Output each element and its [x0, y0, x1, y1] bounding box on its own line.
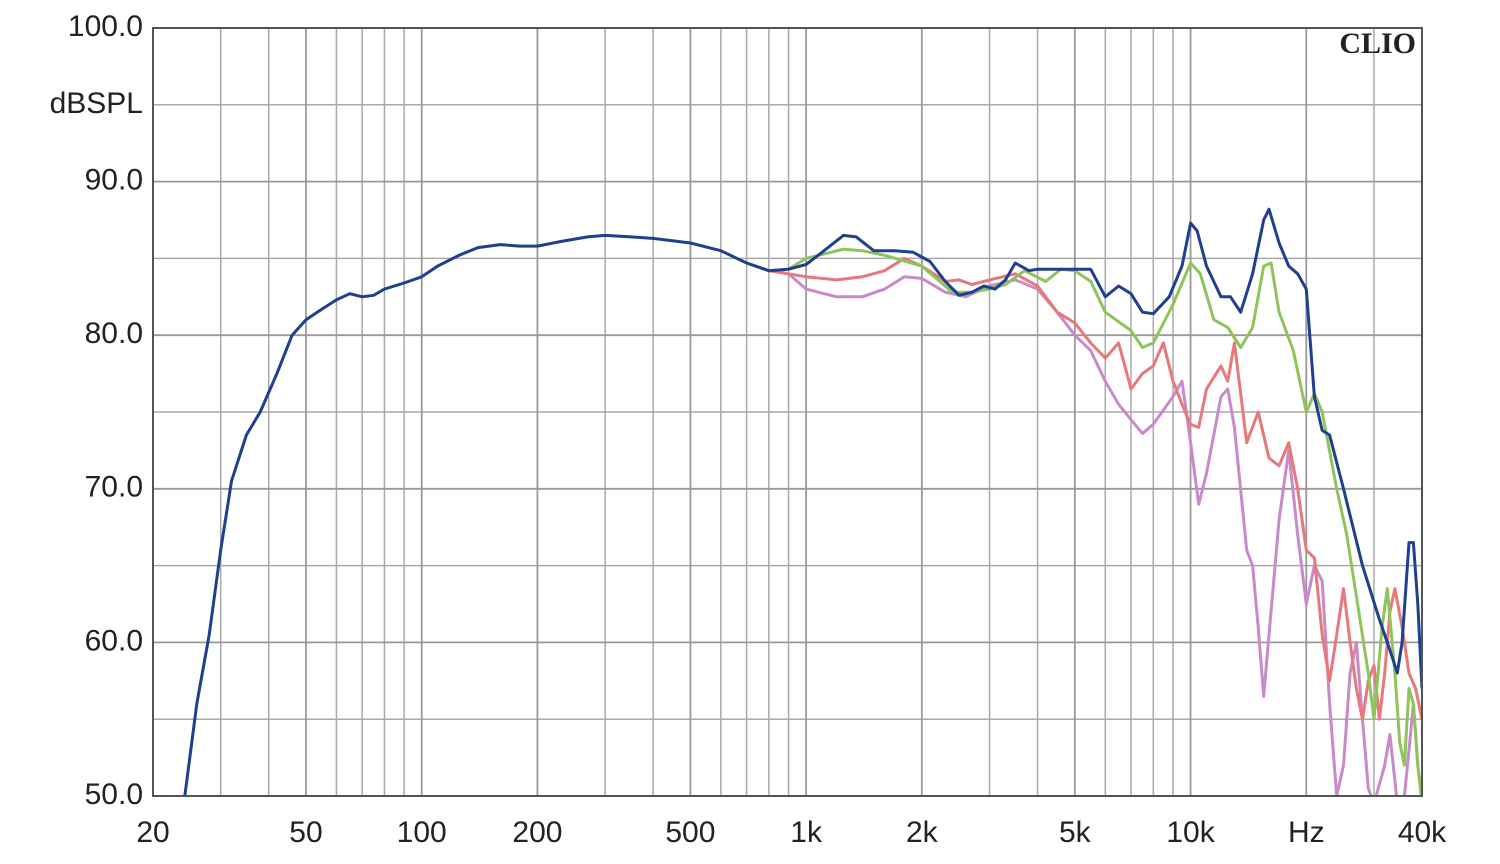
y-tick-label: 60.0	[85, 624, 143, 657]
x-tick-label: 10k	[1166, 816, 1215, 849]
x-tick-label: Hz	[1288, 816, 1325, 849]
y-tick-label: 100.0	[68, 10, 143, 43]
y-tick-label: 90.0	[85, 164, 143, 197]
y-tick-label: 70.0	[85, 471, 143, 504]
y-axis-label: dBSPL	[50, 87, 143, 120]
series-line	[746, 256, 1422, 721]
x-tick-label: 40k	[1398, 816, 1447, 849]
x-tick-label: 200	[512, 816, 562, 849]
plot-lines	[183, 207, 1422, 796]
series-line	[183, 207, 1422, 796]
y-tick-label: 50.0	[85, 778, 143, 811]
series-line	[746, 261, 1422, 796]
x-tick-label: 1k	[790, 816, 823, 849]
x-tick-label: 5k	[1059, 816, 1092, 849]
plot-frame	[152, 27, 1423, 797]
y-tick-label: 80.0	[85, 317, 143, 350]
chart-title: CLIO	[1339, 27, 1416, 60]
x-tick-label: 2k	[906, 816, 939, 849]
x-tick-label: 500	[665, 816, 715, 849]
x-tick-label: 50	[289, 816, 322, 849]
x-tick-label: 20	[136, 816, 169, 849]
x-tick-label: 100	[397, 816, 447, 849]
